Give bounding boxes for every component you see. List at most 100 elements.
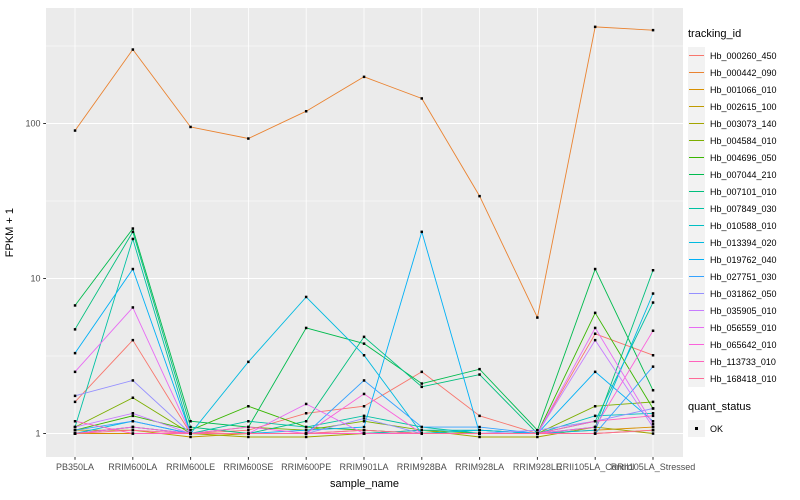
data-point: [73, 429, 77, 432]
data-point: [247, 425, 250, 429]
data-point: [420, 382, 423, 385]
data-point: [593, 429, 597, 432]
data-point: [131, 429, 135, 432]
x-tick-label: RRIM600LA: [108, 462, 157, 472]
data-point: [478, 373, 481, 376]
data-point: [304, 435, 308, 439]
data-point: [593, 425, 597, 429]
data-point: [651, 400, 655, 404]
data-point: [73, 129, 77, 132]
legend-line-swatch: [689, 310, 704, 311]
x-tick-label: RRIM600LE: [166, 462, 215, 472]
data-point: [593, 311, 597, 315]
data-point: [651, 389, 655, 392]
legend-item: Hb_065642_010: [688, 336, 800, 353]
data-point: [304, 429, 308, 432]
data-point: [131, 432, 135, 435]
data-point: [593, 370, 597, 374]
data-point: [478, 425, 481, 429]
legend-item: Hb_007044_210: [688, 166, 800, 183]
legend-item: Hb_031862_050: [688, 285, 800, 302]
legend-item-label: Hb_007101_010: [710, 186, 777, 197]
x-tick-label: RRII105LA_Control: [556, 462, 634, 472]
data-point: [593, 420, 597, 423]
data-point: [362, 405, 366, 408]
data-point: [73, 420, 77, 423]
data-point: [593, 405, 597, 408]
data-point: [362, 420, 366, 423]
data-point: [420, 432, 423, 435]
data-point: [478, 367, 481, 371]
data-point: [304, 420, 308, 423]
data-point: [420, 429, 423, 432]
data-point: [131, 379, 135, 382]
y-tick-label: 10: [30, 274, 40, 284]
legend-item-label: Hb_027751_030: [710, 271, 777, 282]
legend-item: Hb_001066_010: [688, 81, 800, 98]
data-point: [362, 379, 366, 382]
data-point: [651, 425, 655, 429]
x-tick-label: RRIM928BA: [397, 462, 447, 472]
data-point: [651, 429, 655, 432]
data-point: [478, 414, 481, 418]
legend-item-label: Hb_007044_210: [710, 169, 777, 180]
data-point: [73, 370, 77, 374]
data-point: [189, 429, 192, 432]
legend-key-swatch: [688, 81, 705, 98]
data-point: [73, 425, 77, 429]
data-point: [651, 414, 655, 418]
data-point: [536, 435, 539, 439]
x-tick-label: RRIM901LA: [339, 462, 388, 472]
x-tick-label: RRIM928LA: [455, 462, 504, 472]
y-axis-title-wrap: FPKM + 1: [2, 8, 18, 457]
legend-quant-status-block: quant_status OK: [688, 401, 800, 437]
data-point: [73, 400, 77, 404]
data-point: [593, 414, 597, 418]
x-axis-title: sample_name: [329, 478, 400, 490]
data-point: [131, 237, 135, 241]
panel-background: [46, 8, 683, 457]
legend-key-swatch: [688, 353, 705, 370]
x-tick-label: RRII105LA_Stressed: [611, 462, 696, 472]
legend-line-swatch: [689, 361, 704, 362]
data-point: [131, 420, 135, 423]
data-point: [247, 435, 250, 439]
legend-item: Hb_000260_450: [688, 47, 800, 64]
data-point: [304, 295, 308, 299]
data-point: [651, 292, 655, 295]
data-point: [131, 227, 135, 230]
legend-key-swatch: [688, 217, 705, 234]
legend-line-swatch: [689, 72, 704, 73]
legend-tracking-items: Hb_000260_450 Hb_000442_090 Hb_001066_010 H…: [688, 47, 800, 387]
legend-key-swatch: [688, 319, 705, 336]
legend-key-swatch: [688, 234, 705, 251]
data-point: [131, 425, 135, 429]
legend-key-swatch: [688, 64, 705, 81]
legend-key-swatch: [688, 98, 705, 115]
data-point: [73, 328, 77, 331]
data-point: [304, 402, 308, 406]
y-axis-title: FPKM + 1: [4, 207, 16, 258]
legend-key-swatch: [688, 285, 705, 302]
legend-key-swatch: [688, 370, 705, 387]
legend-item-label: Hb_113733_010: [710, 356, 776, 367]
data-point: [189, 420, 192, 423]
legend-item-label: Hb_003073_140: [710, 118, 777, 129]
data-point: [131, 306, 135, 309]
data-point: [362, 432, 366, 435]
data-point: [131, 412, 135, 415]
data-point: [131, 48, 135, 51]
legend-item: Hb_004696_050: [688, 149, 800, 166]
data-point: [651, 432, 655, 435]
black-square-point-icon: [694, 426, 699, 431]
data-point: [536, 429, 539, 432]
legend-item: Hb_027751_030: [688, 268, 800, 285]
data-point: [304, 432, 308, 435]
data-point: [247, 405, 250, 408]
data-point: [73, 351, 77, 355]
legend-item: Hb_000442_090: [688, 64, 800, 81]
data-point: [651, 269, 655, 272]
legend-key-swatch: [688, 302, 705, 319]
data-point: [362, 429, 366, 432]
